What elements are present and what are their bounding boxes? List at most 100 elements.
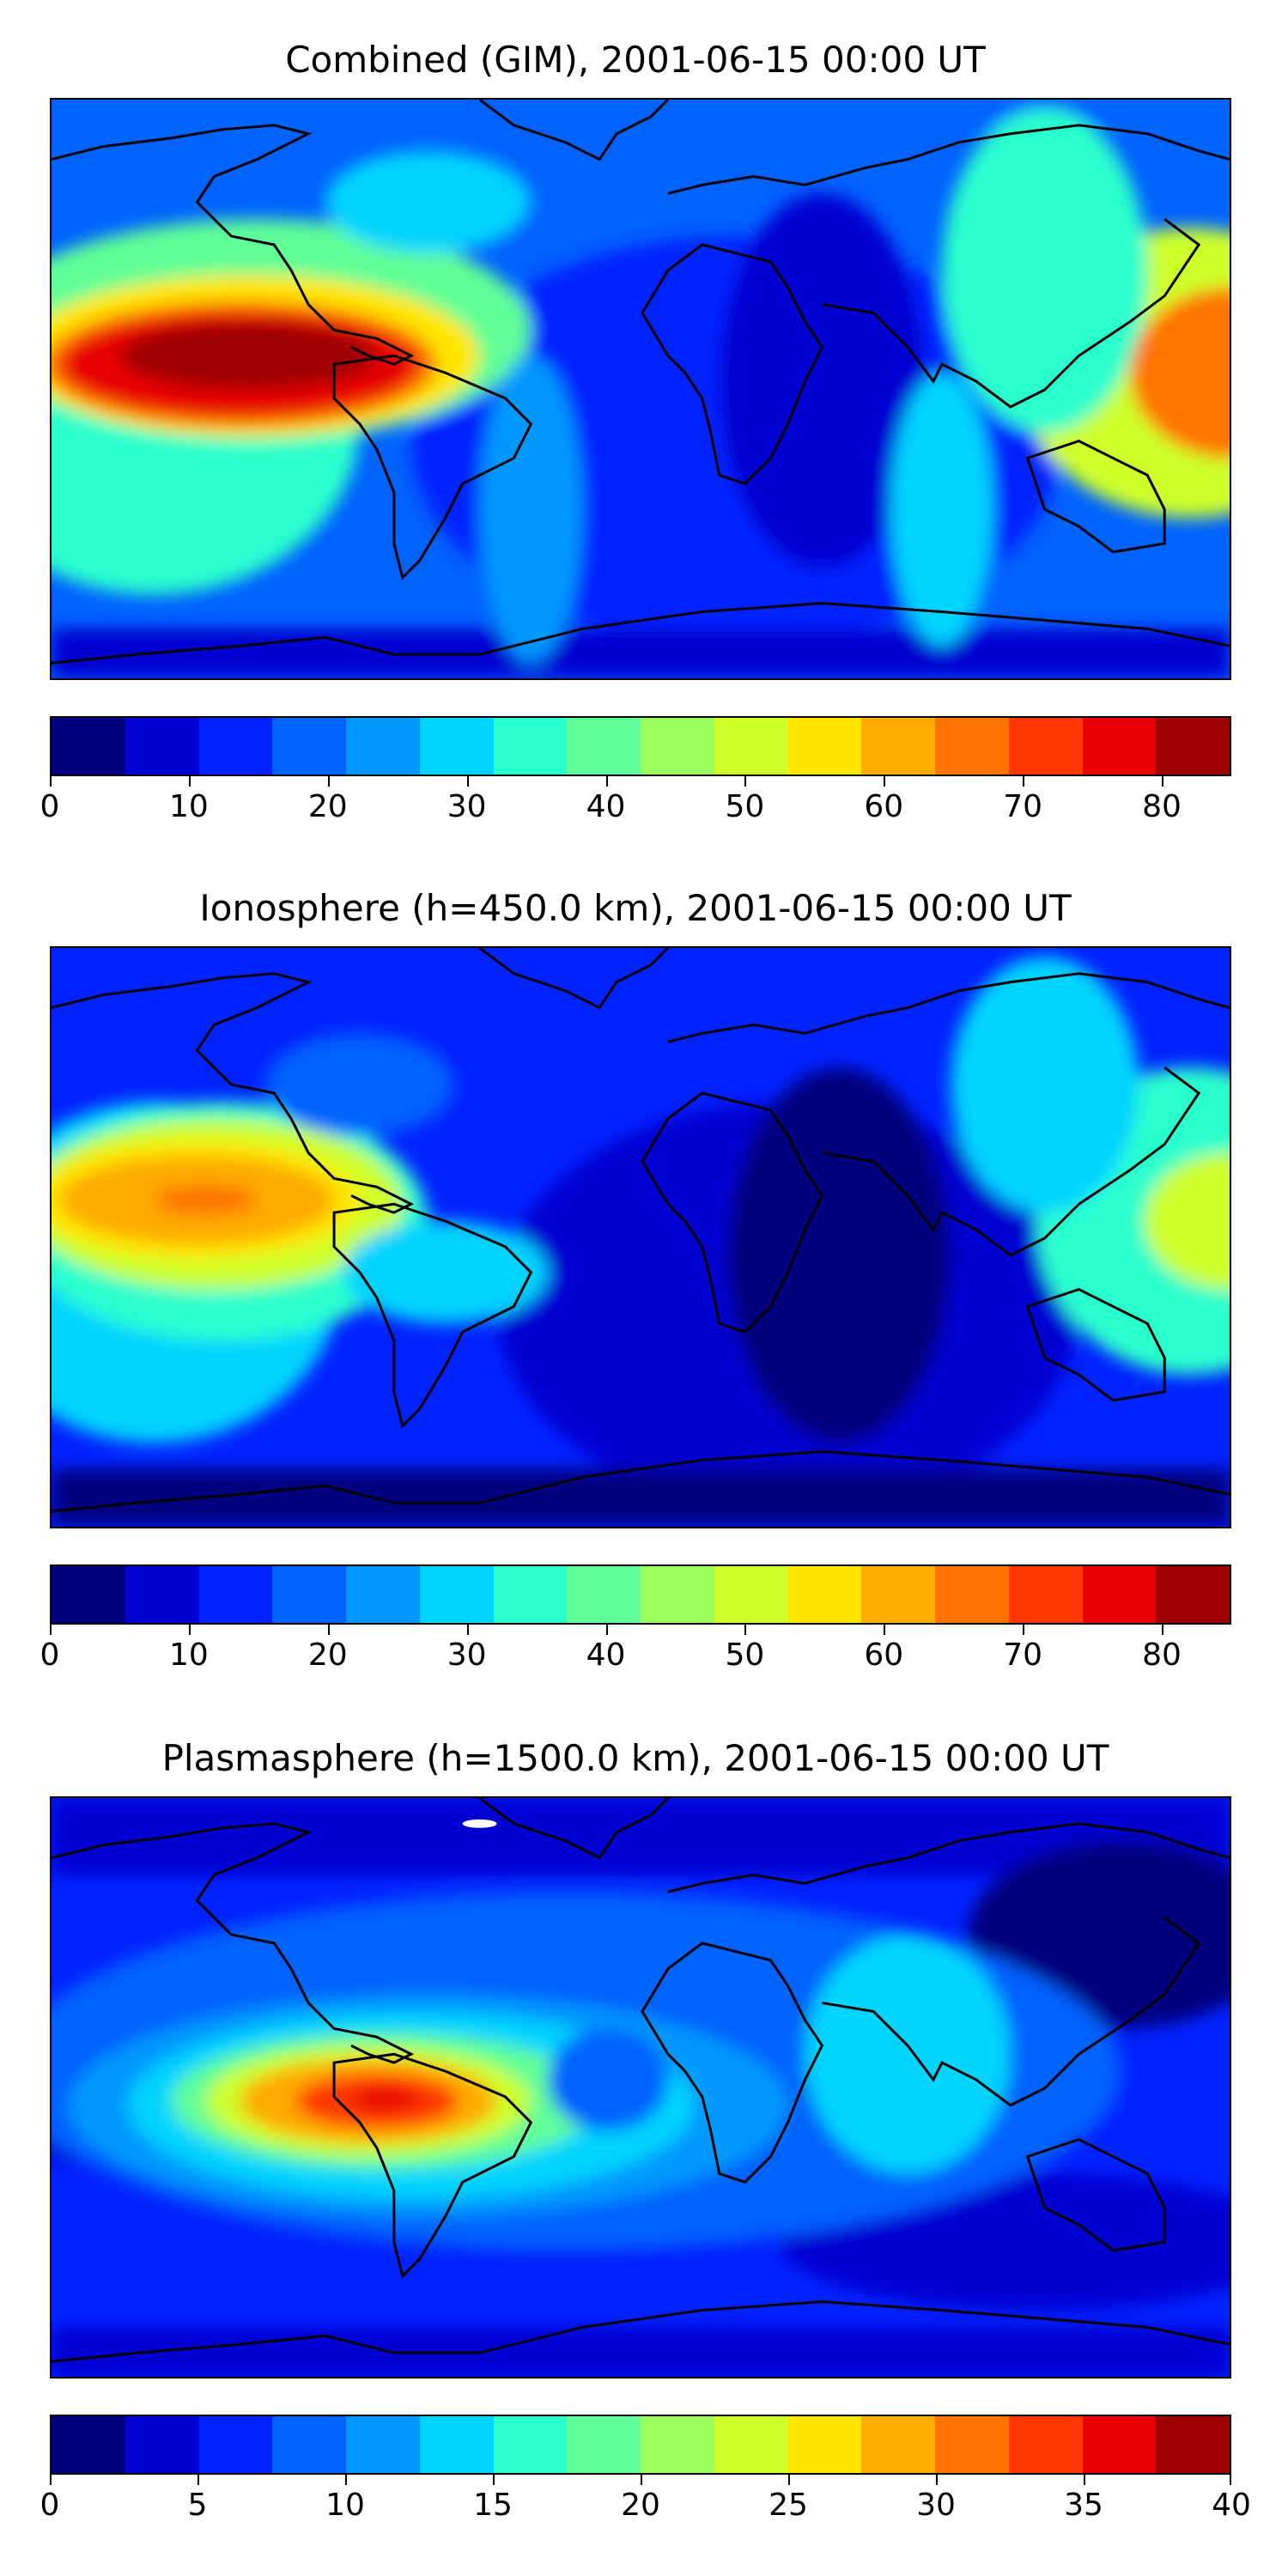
panel-1-map — [50, 98, 1231, 680]
panel-2-coastlines — [52, 948, 1230, 1513]
panel-3-colorbar-segment — [1156, 2416, 1230, 2473]
colorbar-tick-label: 30 — [447, 789, 487, 824]
panel-1-colorbar-ticks: 0 10 20 30 40 50 60 70 80 — [40, 776, 1231, 828]
panel-3-title: Plasmasphere (h=1500.0 km), 2001-06-15 0… — [161, 1737, 1109, 1779]
panel-1-colorbar-segment — [641, 718, 714, 775]
panel-2-colorbar-segment — [419, 1566, 494, 1623]
panel-2-colorbar-segment — [861, 1566, 935, 1623]
panel-2-colorbar-segment — [714, 1566, 788, 1623]
colorbar-tick-label: 10 — [168, 1637, 209, 1673]
colorbar-tick — [188, 1625, 191, 1635]
colorbar-tick-label: 60 — [864, 789, 904, 824]
panel-3-colorbar-segment — [861, 2416, 935, 2473]
colorbar-tick-label: 80 — [1142, 1637, 1182, 1673]
panel-3-colorbar-segment — [493, 2416, 568, 2473]
colorbar-tick-label: 25 — [769, 2488, 808, 2523]
colorbar-tick — [466, 776, 469, 787]
panel-2-colorbar-segment — [787, 1566, 862, 1623]
panel-1-colorbar-segment — [419, 718, 494, 775]
panel-3-map — [50, 1796, 1231, 2379]
panel-3-colorbar-ticks: 0 5 10 15 20 25 30 35 40 — [40, 2475, 1251, 2526]
colorbar-tick-label: 40 — [1212, 2488, 1251, 2523]
colorbar-tick — [345, 2475, 347, 2485]
panel-3-colorbar-segment — [641, 2416, 714, 2473]
colorbar-tick — [493, 2475, 495, 2485]
panel-3-coastlines — [52, 1798, 1230, 2363]
colorbar-tick — [50, 2475, 52, 2485]
panel-1-colorbar-segment — [272, 718, 346, 775]
panel-1-map-svg — [52, 100, 1230, 678]
colorbar-tick — [1162, 1625, 1164, 1635]
colorbar-tick-label: 20 — [307, 789, 348, 824]
panel-1-colorbar-segment — [1008, 718, 1083, 775]
panel-1-colorbar-segment — [198, 718, 273, 775]
colorbar-tick-label: 15 — [473, 2488, 513, 2523]
colorbar-tick — [197, 2475, 199, 2485]
colorbar-tick-label: 0 — [39, 2488, 60, 2523]
panel-1-colorbar-segment — [714, 718, 788, 775]
panel-2-colorbar-segment — [1008, 1566, 1083, 1623]
panel-1-colorbar-segment — [346, 718, 420, 775]
panel-2-colorbar-segment — [125, 1566, 199, 1623]
panel-3-colorbar-segment — [714, 2416, 788, 2473]
colorbar-tick — [744, 776, 747, 787]
colorbar-tick — [1230, 2475, 1231, 2485]
panel-1-colorbar-segment — [125, 718, 199, 775]
colorbar-tick — [884, 776, 886, 787]
panel-2-map-svg — [52, 948, 1230, 1527]
panel-1-colorbar-segment — [861, 718, 935, 775]
panel-2-colorbar-segment — [641, 1566, 714, 1623]
panel-2-colorbar — [50, 1564, 1231, 1625]
panel-2-colorbar-ticks: 0 10 20 30 40 50 60 70 80 — [40, 1625, 1231, 1676]
colorbar-tick — [466, 1625, 469, 1635]
panel-2-colorbar-segment — [52, 1566, 125, 1623]
colorbar-tick — [327, 1625, 330, 1635]
colorbar-tick — [936, 2475, 938, 2485]
colorbar-tick-label: 30 — [916, 2488, 956, 2523]
colorbar-tick — [605, 776, 608, 787]
panel-3-colorbar-segment — [419, 2416, 494, 2473]
colorbar-tick-label: 35 — [1064, 2488, 1103, 2523]
panel-3-map-svg — [52, 1798, 1230, 2377]
colorbar-tick-label: 60 — [864, 1637, 904, 1673]
colorbar-tick — [744, 1625, 747, 1635]
colorbar-tick-label: 70 — [1003, 1637, 1043, 1673]
colorbar-tick — [884, 1625, 886, 1635]
colorbar-tick — [327, 776, 330, 787]
colorbar-tick — [605, 1625, 608, 1635]
panel-1-colorbar-segment — [787, 718, 862, 775]
colorbar-tick-label: 0 — [39, 1637, 60, 1673]
colorbar-tick — [1023, 1625, 1025, 1635]
panel-3-colorbar-segment — [272, 2416, 346, 2473]
colorbar-tick — [50, 1625, 52, 1635]
panel-3-colorbar — [50, 2415, 1231, 2475]
colorbar-tick-label: 40 — [586, 1637, 626, 1673]
colorbar-tick-label: 20 — [307, 1637, 348, 1673]
panel-3-colorbar-segment — [567, 2416, 641, 2473]
colorbar-tick-label: 50 — [725, 789, 765, 824]
colorbar-tick-label: 10 — [325, 2488, 365, 2523]
panel-2-colorbar-segment — [346, 1566, 420, 1623]
colorbar-tick-label: 70 — [1003, 789, 1043, 824]
panel-3-colorbar-segment — [1008, 2416, 1083, 2473]
panel-1-colorbar-segment — [493, 718, 568, 775]
panel-3-colorbar-segment — [198, 2416, 273, 2473]
colorbar-tick-label: 20 — [621, 2488, 660, 2523]
panel-2-title: Ionosphere (h=450.0 km), 2001-06-15 00:0… — [199, 887, 1072, 929]
colorbar-tick-label: 10 — [168, 789, 209, 824]
colorbar-tick — [1023, 776, 1025, 787]
panel-1-title: Combined (GIM), 2001-06-15 00:00 UT — [285, 39, 986, 81]
colorbar-tick-label: 0 — [39, 789, 60, 824]
panel-3-colorbar-segment — [125, 2416, 199, 2473]
colorbar-tick — [50, 776, 52, 787]
panel-2-colorbar-segment — [198, 1566, 273, 1623]
colorbar-tick — [1084, 2475, 1085, 2485]
panel-1-colorbar-segment — [1082, 718, 1157, 775]
colorbar-tick-label: 5 — [187, 2488, 208, 2523]
panel-2-colorbar-segment — [1156, 1566, 1230, 1623]
colorbar-tick — [641, 2475, 642, 2485]
panel-1-colorbar-segment — [52, 718, 125, 775]
panel-3-colorbar-segment — [935, 2416, 1009, 2473]
panel-3-colorbar-segment — [346, 2416, 420, 2473]
colorbar-tick-label: 50 — [725, 1637, 765, 1673]
